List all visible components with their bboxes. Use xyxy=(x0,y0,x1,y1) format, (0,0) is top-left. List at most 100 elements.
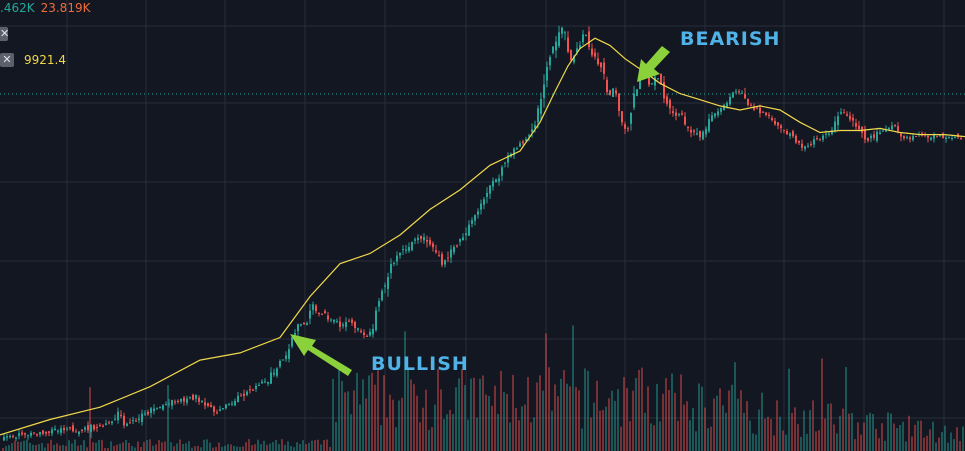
volume-bar xyxy=(782,430,784,451)
candle-body xyxy=(822,135,824,140)
volume-bar xyxy=(668,389,670,451)
volume-bar xyxy=(122,442,124,451)
candle-body xyxy=(567,37,569,52)
volume-bar xyxy=(218,442,220,451)
volume-bar xyxy=(911,436,913,451)
candle-body xyxy=(582,34,584,43)
volume-bar xyxy=(458,378,460,451)
candle-body xyxy=(324,311,326,314)
candle-body xyxy=(165,404,167,406)
candle-body xyxy=(396,255,398,262)
volume-bar xyxy=(224,445,226,451)
volume-bar xyxy=(581,428,583,451)
candle-body xyxy=(234,400,236,406)
candle-body xyxy=(342,324,344,326)
volume-bar xyxy=(842,408,844,451)
candle-body xyxy=(471,220,473,224)
candle-body xyxy=(633,93,635,108)
candle-body xyxy=(12,436,14,438)
candle-body xyxy=(885,129,887,132)
candle-body xyxy=(159,406,161,408)
candle-body xyxy=(651,83,653,85)
candle-body xyxy=(66,428,68,430)
legend-value-high: 23.819K xyxy=(40,1,91,15)
volume-bar xyxy=(665,378,667,451)
candle-body xyxy=(942,133,944,139)
candle-body xyxy=(780,125,782,129)
volume-bar xyxy=(242,446,244,451)
volume-bar xyxy=(377,370,379,451)
candle-body xyxy=(810,144,812,146)
volume-bar xyxy=(278,444,280,451)
volume-bar xyxy=(866,415,868,451)
candle-body xyxy=(258,384,260,386)
volume-bar xyxy=(14,440,16,451)
candle-body xyxy=(903,135,905,139)
volume-bar xyxy=(923,437,925,451)
volume-bar xyxy=(821,358,823,451)
volume-bar xyxy=(839,415,841,451)
candle-body xyxy=(369,331,371,336)
volume-bar xyxy=(152,445,154,451)
volume-bar xyxy=(176,443,178,451)
volume-bar xyxy=(248,439,250,451)
candle-body xyxy=(102,425,104,427)
close-icon[interactable]: ✕ xyxy=(0,27,10,41)
volume-bar xyxy=(533,417,535,451)
volume-bar xyxy=(449,409,451,451)
candle-body xyxy=(534,125,536,129)
candle-body xyxy=(897,126,899,132)
volume-bar xyxy=(422,407,424,451)
volume-bar xyxy=(374,384,376,451)
candle-body xyxy=(351,319,353,323)
candle-body xyxy=(21,432,23,435)
candle-body xyxy=(540,98,542,114)
candle-body xyxy=(759,107,761,114)
volume-bar xyxy=(908,415,910,451)
candle-body xyxy=(414,239,416,241)
volume-bar xyxy=(131,445,133,451)
volume-bar xyxy=(806,433,808,451)
candle-body xyxy=(285,355,287,359)
candle-body xyxy=(162,405,164,410)
candle-body xyxy=(699,131,701,138)
candle-body xyxy=(786,131,788,135)
candle-body xyxy=(255,385,257,389)
candle-body xyxy=(303,322,305,325)
candle-body xyxy=(711,115,713,122)
volume-bar xyxy=(47,443,49,451)
candle-body xyxy=(432,243,434,248)
candle-body xyxy=(909,137,911,140)
volume-bar xyxy=(473,377,475,451)
arrow-icon xyxy=(290,334,352,376)
close-icon[interactable]: ✕ xyxy=(0,53,14,67)
candle-body xyxy=(444,260,446,265)
volume-bar xyxy=(368,375,370,451)
volume-bar xyxy=(542,390,544,451)
volume-bar xyxy=(836,433,838,451)
candle-body xyxy=(843,112,845,114)
candle-body xyxy=(912,136,914,140)
candle-body xyxy=(87,425,89,431)
candle-body xyxy=(138,418,140,420)
candle-body xyxy=(696,133,698,135)
volume-bar xyxy=(704,407,706,451)
candle-body xyxy=(417,237,419,240)
candle-body xyxy=(114,419,116,421)
candle-body xyxy=(189,397,191,399)
volume-bar xyxy=(437,369,439,451)
candle-body xyxy=(39,431,41,435)
candle-body xyxy=(354,321,356,328)
candle-body xyxy=(108,422,110,424)
candle-body xyxy=(288,349,290,359)
volume-bar xyxy=(20,441,22,451)
candle-body xyxy=(372,328,374,335)
volume-bar xyxy=(914,424,916,451)
volume-bar xyxy=(755,434,757,451)
volume-bar xyxy=(395,427,397,451)
candle-body xyxy=(939,135,941,137)
volume-bar xyxy=(683,404,685,451)
candle-body xyxy=(27,435,29,437)
